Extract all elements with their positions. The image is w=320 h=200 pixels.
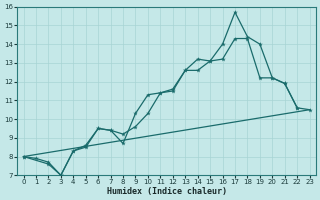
X-axis label: Humidex (Indice chaleur): Humidex (Indice chaleur)	[107, 187, 227, 196]
